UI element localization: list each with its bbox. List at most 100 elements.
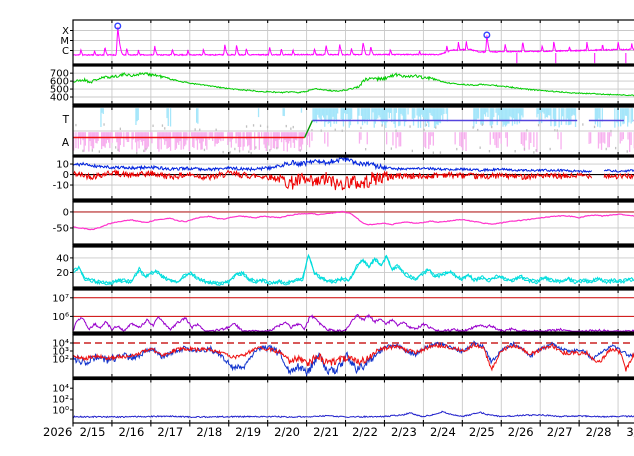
sector-speckle: [631, 132, 632, 145]
sector-speckle: [542, 108, 543, 112]
sector-gray-speckle: [300, 149, 301, 151]
sector-speckle: [376, 108, 377, 119]
sector-speckle: [632, 108, 633, 122]
y-tick-label: 0: [63, 170, 69, 181]
sector-gray-speckle: [204, 149, 205, 151]
sector-gray-speckle: [606, 148, 607, 150]
panel-separator: [72, 377, 634, 380]
sector-speckle: [599, 108, 600, 127]
sector-speckle: [359, 132, 360, 143]
sector-gray-speckle: [524, 148, 525, 150]
panel-separator: [72, 104, 634, 107]
sector-speckle: [539, 108, 540, 124]
sector-speckle: [490, 132, 491, 145]
sector-speckle: [351, 108, 352, 119]
sector-speckle: [459, 132, 460, 146]
sector-gray-speckle: [120, 128, 121, 130]
sector-speckle: [270, 132, 271, 150]
sector-speckle: [559, 108, 560, 127]
sector-gray-speckle: [321, 130, 322, 132]
sector-speckle: [480, 108, 481, 124]
sector-speckle: [627, 132, 628, 139]
sector-speckle: [163, 132, 164, 139]
sector-speckle: [407, 108, 408, 114]
sector-speckle: [442, 108, 443, 120]
sector-speckle: [447, 108, 448, 121]
sector-speckle: [501, 132, 502, 144]
sector-speckle: [192, 132, 193, 147]
sector-speckle: [601, 132, 602, 150]
panel-dst-index: 0-50: [53, 202, 634, 244]
sector-speckle: [525, 132, 526, 140]
sector-speckle: [507, 108, 508, 124]
sector-gray-speckle: [199, 129, 200, 131]
sector-speckle: [603, 132, 604, 143]
sector-speckle: [533, 132, 534, 147]
electron-red-trace: [73, 343, 634, 372]
wind-speed-trace: [73, 73, 634, 97]
sector-gray-speckle: [136, 152, 137, 154]
sector-speckle: [436, 108, 437, 124]
sector-speckle: [379, 108, 380, 117]
sector-speckle: [566, 108, 567, 125]
sector-speckle: [404, 108, 405, 126]
sector-gray-speckle: [615, 147, 616, 149]
sector-speckle: [240, 132, 241, 147]
sector-gray-speckle: [610, 130, 611, 132]
sector-gray-speckle: [75, 124, 76, 126]
sector-gray-speckle: [253, 124, 254, 126]
sector-speckle: [509, 108, 510, 116]
sector-speckle: [254, 132, 255, 150]
sector-speckle: [322, 108, 323, 115]
sector-speckle: [261, 132, 262, 137]
sector-speckle: [197, 108, 198, 124]
sector-speckle: [295, 132, 296, 140]
y-tick-label: 10⁴: [52, 384, 69, 395]
sector-gray-speckle: [533, 151, 534, 153]
sector-speckle: [244, 132, 245, 146]
sector-speckle: [168, 132, 169, 148]
sector-gray-speckle: [246, 125, 247, 127]
sector-speckle: [80, 132, 81, 145]
sector-speckle: [263, 132, 264, 144]
sector-speckle: [84, 132, 85, 152]
sector-speckle: [494, 132, 495, 145]
sector-speckle: [349, 108, 350, 128]
sector-gray-speckle: [582, 123, 583, 125]
sector-speckle: [497, 108, 498, 125]
y-tick-label: 10⁰: [52, 405, 69, 416]
sector-speckle: [428, 132, 429, 149]
sector-speckle: [620, 108, 621, 126]
sector-speckle: [361, 108, 362, 116]
sector-speckle: [277, 132, 278, 148]
sector-speckle: [101, 108, 102, 113]
y-tick-label: 400: [50, 93, 69, 104]
sector-gray-speckle: [426, 124, 427, 126]
x-axis-day-label: 2/28: [586, 425, 612, 439]
sector-speckle: [360, 132, 361, 140]
sector-speckle: [413, 108, 414, 125]
sector-speckle: [357, 108, 358, 124]
sector-speckle: [610, 132, 611, 136]
sector-speckle: [103, 108, 104, 114]
x-axis-day-label: 2/16: [118, 425, 144, 439]
sector-speckle: [324, 132, 325, 143]
sector-speckle: [425, 132, 426, 148]
sector-speckle: [206, 132, 207, 150]
sector-gray-speckle: [117, 149, 118, 151]
sector-speckle: [575, 108, 576, 127]
sector-speckle: [400, 132, 401, 146]
sector-speckle: [426, 108, 427, 119]
sector-speckle: [392, 132, 393, 145]
sector-speckle: [133, 132, 134, 139]
sector-speckle: [82, 132, 83, 140]
sector-speckle: [492, 108, 493, 124]
sector-gray-speckle: [433, 152, 434, 154]
sector-speckle: [521, 108, 522, 115]
sector-speckle: [312, 108, 313, 122]
sector-gray-speckle: [435, 126, 436, 128]
sector-speckle: [514, 108, 515, 124]
sector-speckle: [120, 132, 121, 145]
lowflux-blue-trace: [73, 411, 634, 417]
sector-gray-speckle: [276, 147, 277, 149]
